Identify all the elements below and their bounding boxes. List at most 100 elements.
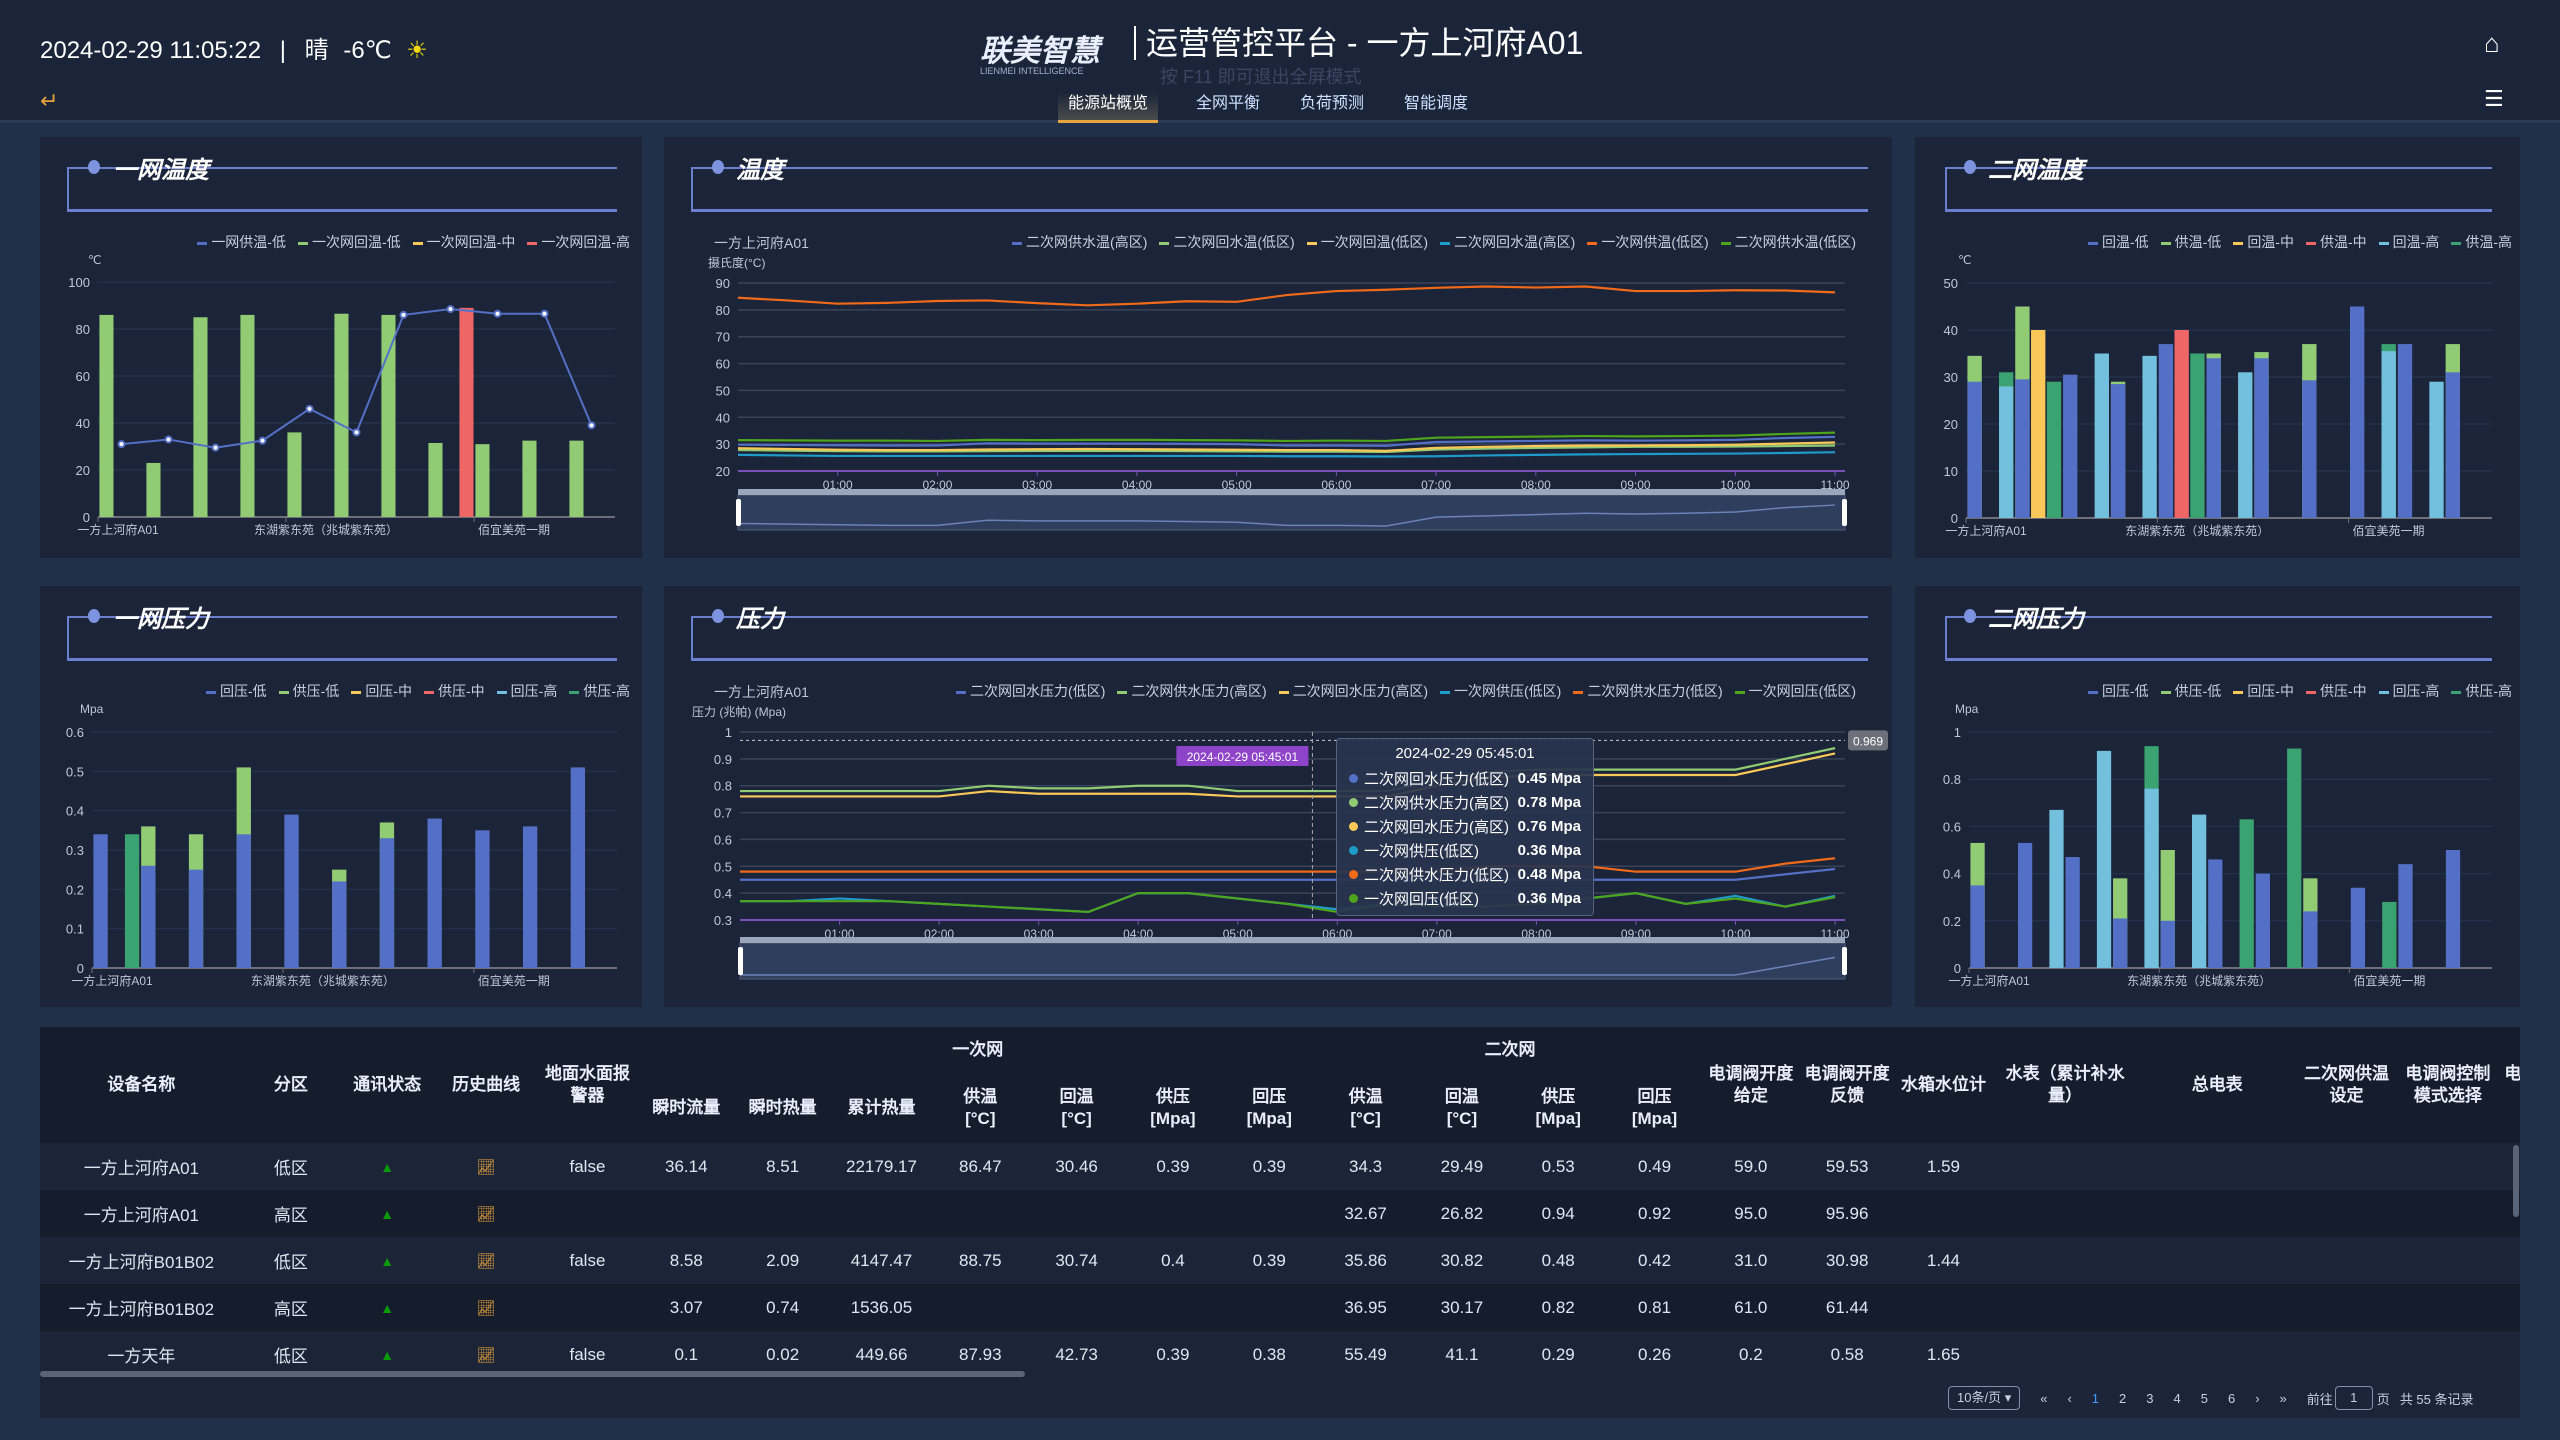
table-row[interactable]: 一方上河府A01 高区 ▲ 📈︎ 32.67 26.82 0.94 0.92 95.0 95.96 bbox=[40, 1190, 2520, 1237]
legend-item[interactable]: 一网供温-低 bbox=[197, 232, 286, 252]
table-row[interactable]: 一方上河府A01 低区 ▲ 📈︎ false 36.14 8.51 22179.17 86.47… bbox=[40, 1143, 2520, 1190]
legend-item[interactable]: 回温-低 bbox=[2087, 232, 2149, 252]
legend-item[interactable]: 供压-低 bbox=[2160, 681, 2221, 701]
legend-item[interactable]: 供压-高 bbox=[569, 681, 630, 701]
history-chart-icon[interactable]: 📈︎ bbox=[476, 1299, 496, 1317]
history-chart-icon[interactable]: 📈︎ bbox=[476, 1205, 496, 1223]
table-cell: false bbox=[569, 1344, 606, 1364]
bar bbox=[2254, 358, 2269, 518]
tab-smart-dispatch[interactable]: 智能调度 bbox=[1404, 95, 1469, 112]
table-row[interactable]: 一方上河府B01B02 低区 ▲ 📈︎ false 8.58 2.09 4147.47 88.7… bbox=[40, 1237, 2520, 1284]
y-tick-label: 100 bbox=[68, 275, 90, 290]
menu-icon[interactable]: ☰ bbox=[2484, 86, 2504, 111]
legend-item[interactable]: 二次网供水温(低区) bbox=[1720, 232, 1856, 252]
legend-item[interactable]: 二次网回水温(低区) bbox=[1159, 232, 1295, 252]
bar bbox=[2238, 372, 2253, 518]
prev-page-button[interactable]: ‹ bbox=[2067, 1390, 2072, 1406]
legend-item[interactable]: 回压-中 bbox=[2233, 681, 2294, 701]
tab-network-balance[interactable]: 全网平衡 bbox=[1196, 95, 1261, 112]
legend-swatch bbox=[1734, 690, 1745, 694]
x-tick-label: 01:00 bbox=[823, 478, 853, 492]
page-size-select[interactable]: 10条/页 ▾ bbox=[1948, 1386, 2021, 1410]
legend-item[interactable]: 一次网供压(低区) bbox=[1440, 681, 1561, 701]
legend-item[interactable]: 回温-中 bbox=[2233, 232, 2294, 252]
legend-item[interactable]: 回压-低 bbox=[205, 681, 267, 701]
legend-item[interactable]: 二次网供水压力(低区) bbox=[1573, 681, 1723, 701]
legend-item[interactable]: 回压-高 bbox=[496, 681, 558, 701]
legend-item[interactable]: 回压-高 bbox=[2378, 681, 2439, 701]
line-series bbox=[740, 857, 1836, 873]
legend-item[interactable]: 供温-低 bbox=[2160, 232, 2221, 252]
legend-item[interactable]: 回压-低 bbox=[2087, 681, 2149, 701]
tooltip-series: 一次网供压(低区) bbox=[1364, 842, 1479, 860]
tab-load-forecast[interactable]: 负荷预测 bbox=[1300, 95, 1365, 112]
y-tick-label: 0.4 bbox=[66, 804, 84, 819]
legend-item[interactable]: 一次网回温(低区) bbox=[1306, 232, 1428, 252]
history-chart-icon[interactable]: 📈︎ bbox=[476, 1346, 496, 1364]
x-tick-label: 一方上河府A01 bbox=[77, 522, 159, 537]
history-chart-icon[interactable]: 📈︎ bbox=[476, 1158, 496, 1176]
page-6[interactable]: 6 bbox=[2227, 1390, 2236, 1406]
table-cell: 0.42 bbox=[1637, 1250, 1672, 1270]
legend-label: 回压-高 bbox=[510, 683, 558, 699]
legend-item[interactable]: 二次网供水压力(高区) bbox=[1117, 681, 1267, 701]
legend-label: 供温-高 bbox=[2465, 234, 2512, 250]
legend-item[interactable]: 一次网回压(低区) bbox=[1734, 681, 1856, 701]
y-tick-label: 0.2 bbox=[66, 882, 84, 897]
bar bbox=[2158, 344, 2174, 518]
column-header: 瞬时热量 bbox=[748, 1098, 817, 1117]
page-5[interactable]: 5 bbox=[2200, 1390, 2208, 1406]
page-1[interactable]: 1 bbox=[2091, 1390, 2100, 1406]
page-size-value: 10条/页 bbox=[1957, 1390, 2002, 1405]
last-page-button[interactable]: » bbox=[2279, 1390, 2287, 1406]
bar bbox=[193, 317, 208, 517]
legend-item[interactable]: 一次网回温-高 bbox=[527, 232, 630, 252]
back-icon[interactable]: ↵ bbox=[40, 88, 59, 113]
horizontal-scrollbar[interactable] bbox=[40, 1371, 1025, 1377]
table-cell: 0.58 bbox=[1830, 1344, 1864, 1364]
table-cell: 2.09 bbox=[766, 1250, 800, 1270]
comm-status-icon[interactable]: ▲ bbox=[380, 1299, 395, 1316]
page-3[interactable]: 3 bbox=[2146, 1390, 2154, 1406]
comm-status-icon[interactable]: ▲ bbox=[380, 1205, 395, 1222]
legend-item[interactable]: 一次网回温-低 bbox=[297, 232, 401, 252]
bar bbox=[93, 834, 108, 968]
table-cell: 0.39 bbox=[1252, 1156, 1286, 1176]
home-icon[interactable]: ⌂ bbox=[2484, 28, 2500, 58]
legend-item[interactable]: 供压-高 bbox=[2451, 681, 2512, 701]
legend-item[interactable]: 二次网回水压力(高区) bbox=[1278, 681, 1428, 701]
history-chart-icon[interactable]: 📈︎ bbox=[476, 1252, 496, 1270]
legend-item[interactable]: 回温-高 bbox=[2378, 232, 2439, 252]
table-cell: 30.17 bbox=[1440, 1297, 1484, 1317]
goto-page-input[interactable]: 1 bbox=[2334, 1386, 2373, 1410]
next-page-button[interactable]: › bbox=[2255, 1390, 2260, 1406]
page-2[interactable]: 2 bbox=[2119, 1390, 2127, 1406]
table-row[interactable]: 一方天年 低区 ▲ 📈︎ false 0.1 0.02 449.66 87.93 42.73 0.3… bbox=[40, 1331, 2520, 1378]
tab-energy-overview[interactable]: 能源站概览 bbox=[1058, 92, 1159, 123]
bar bbox=[287, 432, 302, 517]
y-tick-label: 20 bbox=[1944, 417, 1958, 432]
legend-item[interactable]: 回压-中 bbox=[351, 681, 412, 701]
legend-item[interactable]: 供温-高 bbox=[2451, 232, 2512, 252]
first-page-button[interactable]: « bbox=[2040, 1390, 2048, 1406]
comm-status-icon[interactable]: ▲ bbox=[380, 1346, 395, 1363]
legend-item[interactable]: 一次网回温-中 bbox=[412, 232, 515, 252]
table-cell bbox=[1992, 1284, 2139, 1331]
vertical-scrollbar[interactable] bbox=[2513, 1145, 2519, 1217]
table-cell: 35.86 bbox=[1344, 1250, 1387, 1270]
comm-status-icon[interactable]: ▲ bbox=[380, 1252, 395, 1269]
column-header: 供压 [Mpa] bbox=[1535, 1087, 1581, 1128]
legend-item[interactable]: 供压-中 bbox=[423, 681, 485, 701]
legend-item[interactable]: 二次网回水温(高区) bbox=[1440, 232, 1575, 252]
comm-status-icon[interactable]: ▲ bbox=[380, 1158, 395, 1175]
legend-item[interactable]: 一次网供温(低区) bbox=[1587, 232, 1709, 252]
legend-item[interactable]: 二次网供水温(高区) bbox=[1012, 232, 1147, 252]
legend-item[interactable]: 供压-中 bbox=[2305, 681, 2367, 701]
separator: | bbox=[279, 37, 286, 64]
table-row[interactable]: 一方上河府B01B02 高区 ▲ 📈︎ 3.07 0.74 1536.05 36.95 30.1… bbox=[40, 1284, 2520, 1331]
legend-item[interactable]: 供压-低 bbox=[278, 681, 339, 701]
x-tick-label: 东湖紫东苑（兆城紫东苑） bbox=[251, 973, 395, 988]
legend-item[interactable]: 二次网回水压力(低区) bbox=[956, 681, 1105, 701]
page-4[interactable]: 4 bbox=[2173, 1390, 2181, 1406]
legend-item[interactable]: 供温-中 bbox=[2305, 232, 2367, 252]
